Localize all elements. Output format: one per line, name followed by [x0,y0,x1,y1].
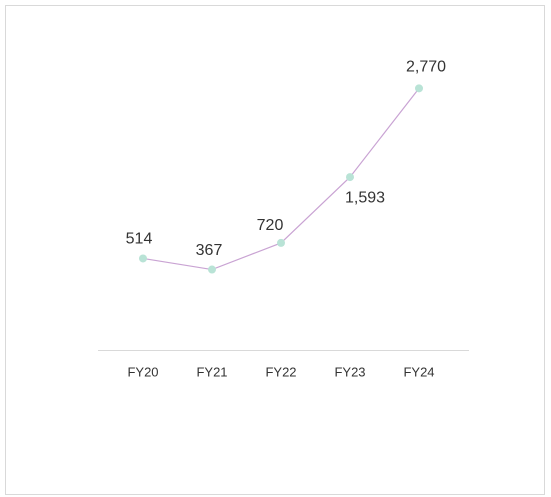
x-tick-label: FY20 [127,364,158,379]
x-tick-label: FY22 [265,364,296,379]
data-point [277,238,285,247]
chart-frame [5,5,545,495]
data-point [139,254,147,263]
data-point [208,265,216,274]
data-label: 514 [126,231,153,248]
data-label: 367 [196,242,223,259]
data-point [415,84,423,93]
data-label: 720 [257,217,284,234]
data-point [346,173,354,182]
x-tick-label: FY23 [334,364,365,379]
data-label: 2,770 [406,59,446,76]
x-tick-label: FY21 [196,364,227,379]
x-tick-label: FY24 [403,364,434,379]
data-label: 1,593 [345,189,385,206]
